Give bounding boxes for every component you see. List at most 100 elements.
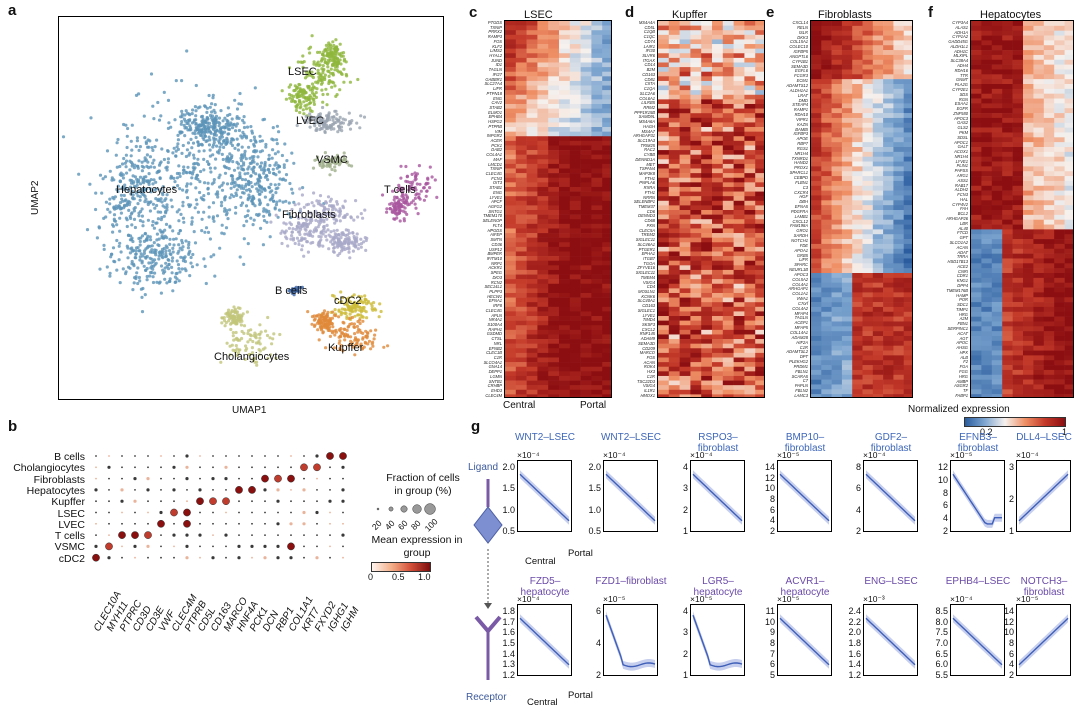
gene-label: TSC22D3 bbox=[637, 378, 655, 384]
pair-title: NOTCH3–fibroblast bbox=[1020, 576, 1068, 598]
cluster-label-tcells: T cells bbox=[384, 184, 416, 196]
gene-label: TXNIP bbox=[489, 24, 502, 30]
dot-color-tick-0: 0 bbox=[368, 572, 374, 582]
gene-label: RGS1 bbox=[796, 145, 808, 151]
cluster-label-bcells: B cells bbox=[275, 285, 308, 297]
dot bbox=[160, 556, 162, 559]
dot bbox=[147, 500, 149, 503]
dot bbox=[134, 466, 136, 469]
dot bbox=[326, 452, 334, 460]
dotplot-row-label: Kupffer bbox=[51, 496, 85, 509]
gene-label: PRDM1 bbox=[793, 363, 808, 369]
pair-exponent: ×10⁻⁴ bbox=[690, 450, 713, 460]
dot bbox=[107, 465, 111, 469]
dot bbox=[212, 455, 214, 457]
dot bbox=[199, 466, 201, 469]
gene-label: DPT bbox=[799, 354, 808, 360]
gene-label: KNG1 bbox=[956, 278, 968, 284]
pair-plot bbox=[777, 460, 832, 532]
gene-label: ECM1 bbox=[796, 78, 808, 84]
gene-label: C7 bbox=[802, 378, 808, 384]
gene-label: ALDH2 bbox=[954, 187, 968, 193]
gene-label: APOC3 bbox=[954, 115, 968, 121]
gene-label: ADAMTSL2 bbox=[786, 349, 808, 355]
pair-exponent: ×10⁻⁴ bbox=[863, 450, 886, 460]
gene-label: FBN1 bbox=[957, 321, 968, 327]
pair-ytick: 1.5 bbox=[502, 638, 515, 648]
dot bbox=[212, 489, 214, 491]
gene-label: LRAT bbox=[797, 92, 808, 98]
pair-ytick: 2.4 bbox=[848, 606, 861, 616]
gene-label: MFAP5 bbox=[794, 325, 808, 331]
gene-label: IL1R1 bbox=[644, 388, 655, 394]
pair-ytick: 2 bbox=[1008, 670, 1014, 680]
pair-plot bbox=[603, 460, 658, 532]
gene-label: TXNIP bbox=[489, 166, 502, 172]
colorbar-min: 0.2 bbox=[980, 427, 993, 437]
gene-label: IFI27 bbox=[492, 71, 502, 77]
dotplot-row-label: B cells bbox=[54, 451, 85, 463]
gene-label: VIPR1 bbox=[796, 116, 808, 122]
gene-label: COL4A1 bbox=[486, 152, 502, 158]
gene-label: RAB17 bbox=[955, 182, 968, 188]
pair-plot bbox=[950, 604, 1005, 676]
gene-label: LGMN bbox=[490, 373, 502, 379]
gene-label: LBR bbox=[960, 220, 968, 226]
gene-label: APOC3 bbox=[794, 271, 808, 277]
gene-label: COL15A1 bbox=[790, 39, 808, 45]
mini-axis-central-bottom: Central bbox=[527, 697, 558, 708]
gene-label: RAMP3 bbox=[487, 34, 502, 40]
cluster-label-cdc2: cDC2 bbox=[334, 295, 362, 307]
gene-label: AGFG2 bbox=[488, 204, 502, 210]
gene-label: C7orf bbox=[797, 300, 808, 306]
gene-label: TXNRD1 bbox=[791, 155, 808, 161]
dot bbox=[290, 500, 292, 503]
gene-label: ALDH1A1 bbox=[789, 87, 808, 93]
dot bbox=[251, 556, 253, 559]
gene-label: CD4 bbox=[646, 284, 655, 290]
gene-label: VIM bbox=[494, 128, 502, 134]
pair-ytick: 0.5 bbox=[588, 526, 601, 536]
dot bbox=[211, 556, 215, 560]
pair-exponent: ×10⁻⁵ bbox=[777, 594, 800, 604]
pair-title: FZD1–fibroblast bbox=[595, 576, 667, 587]
size-legend-tick: 60 bbox=[395, 518, 410, 532]
pair-ytick: 6 bbox=[769, 659, 775, 670]
gene-label: AIFEP bbox=[490, 232, 502, 238]
dot bbox=[108, 455, 110, 457]
pair-ytick: 1 bbox=[682, 526, 688, 536]
gene-label: RAMP1 bbox=[793, 107, 808, 113]
dot bbox=[316, 489, 318, 491]
gene-label: TRRA bbox=[956, 254, 968, 260]
dot bbox=[264, 534, 266, 536]
gene-label: C3 bbox=[802, 184, 808, 190]
pair-plot bbox=[690, 604, 745, 676]
gene-label: EFNB2 bbox=[488, 345, 502, 351]
pair-plot bbox=[603, 604, 658, 676]
dot bbox=[303, 534, 305, 536]
dot bbox=[290, 534, 292, 536]
gene-label: TTR bbox=[960, 72, 968, 78]
gene-label: VWA1 bbox=[796, 296, 808, 302]
pair-exponent: ×10⁻⁵ bbox=[777, 450, 800, 460]
pair-plot bbox=[950, 460, 1005, 532]
dot-size-legend-title: Fraction of cells in group (%) bbox=[386, 472, 460, 497]
dot bbox=[121, 522, 123, 525]
gene-label: RBP7 bbox=[797, 141, 808, 147]
gene-label: CYP4V2 bbox=[952, 201, 968, 207]
gene-label: ADAM28 bbox=[791, 334, 808, 340]
dot bbox=[225, 545, 227, 548]
gene-label: PTPN18 bbox=[486, 90, 502, 96]
dot bbox=[302, 510, 306, 515]
gene-label: LIMS2 bbox=[490, 48, 502, 54]
gene-label: LAIR1 bbox=[643, 43, 655, 49]
gene-label: ENG bbox=[493, 95, 502, 101]
dot bbox=[160, 534, 162, 536]
dot bbox=[120, 488, 124, 492]
dot bbox=[290, 466, 292, 469]
dot bbox=[303, 545, 305, 548]
gene-label: TGOA bbox=[643, 260, 655, 266]
gene-label: CD14 bbox=[644, 62, 655, 68]
gene-label: HIF2A bbox=[796, 339, 808, 345]
gene-label: CD68 bbox=[644, 218, 655, 224]
